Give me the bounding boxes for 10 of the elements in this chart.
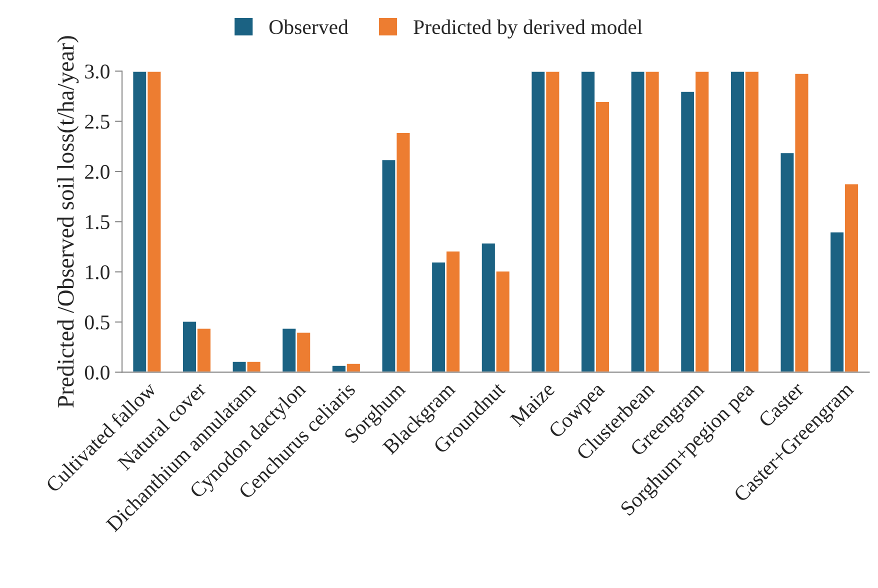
legend-label: Observed — [269, 20, 348, 34]
y-tick-label: 1.5 — [86, 215, 110, 230]
y-tick-label: 0.5 — [84, 315, 110, 330]
y-tick-label: 2.5 — [85, 114, 110, 129]
y-tick-label: 3.0 — [85, 64, 110, 79]
legend-label: Predicted by derived model — [414, 20, 642, 38]
y-tick-label: 2.0 — [85, 164, 110, 180]
y-axis-title: Predicted /Observed soil loss(t/ha/year) — [57, 36, 79, 408]
y-tick-label: 0.0 — [84, 366, 110, 380]
y-tick-label: 1.0 — [86, 265, 110, 280]
